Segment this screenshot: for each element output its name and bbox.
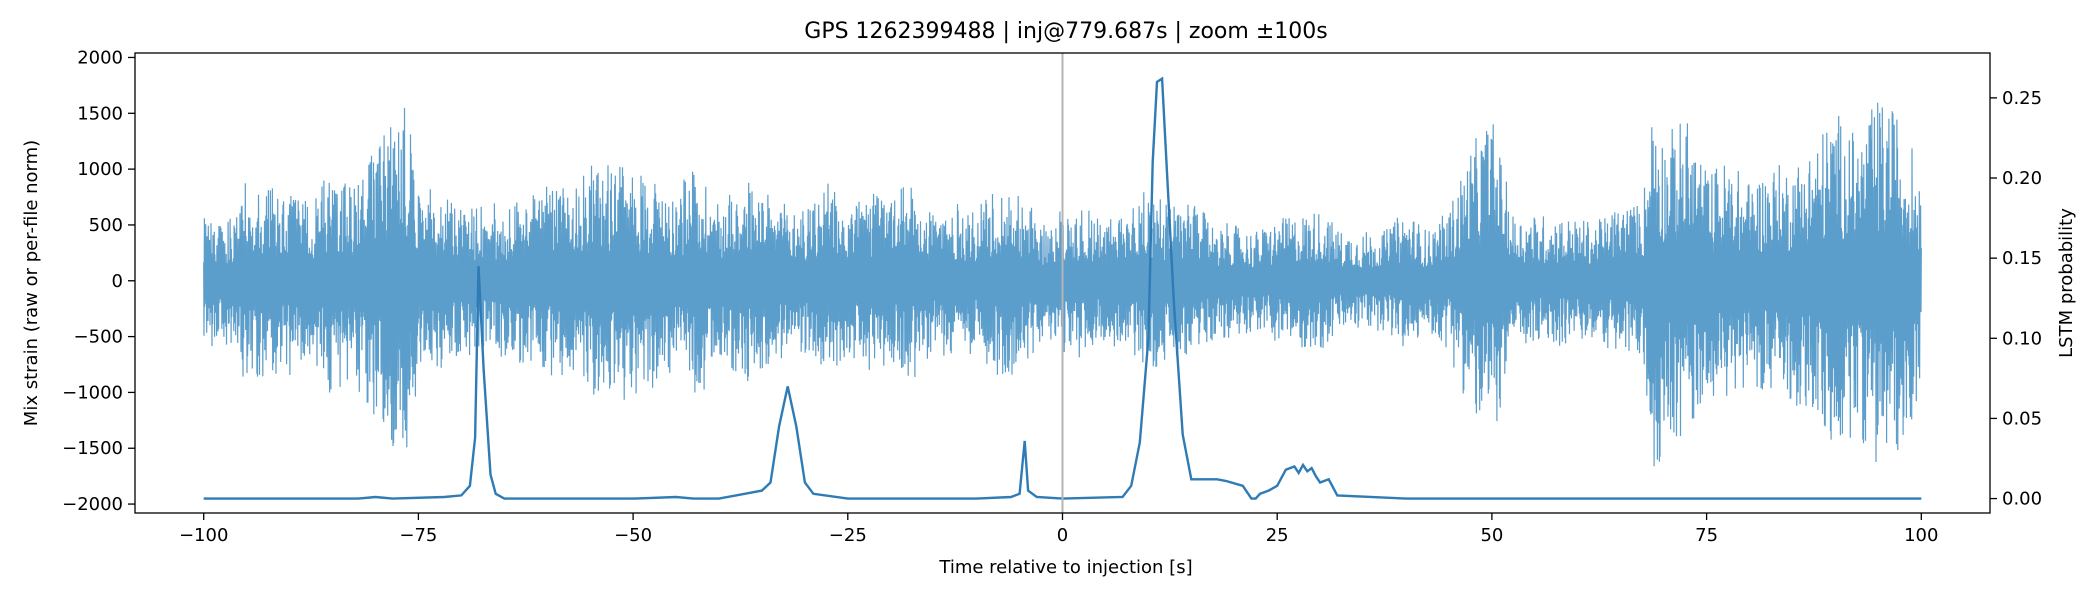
left-y-tick-label: −500 [74, 327, 123, 348]
x-tick-label: 75 [1695, 525, 1718, 546]
x-tick-label: 100 [1904, 525, 1938, 546]
left-y-tick-label: 1500 [77, 103, 123, 124]
x-tick-label: −100 [179, 525, 228, 546]
x-tick-label: −75 [399, 525, 437, 546]
x-tick-label: 50 [1480, 525, 1503, 546]
right-y-tick-label: 0.20 [2002, 168, 2042, 189]
right-y-tick-label: 0.00 [2002, 489, 2042, 510]
left-y-axis-title: Mix strain (raw or per-file norm) [21, 140, 42, 426]
x-axis-title: Time relative to injection [s] [938, 557, 1192, 578]
left-y-tick-label: −2000 [62, 494, 123, 515]
left-y-tick-label: −1500 [62, 438, 123, 459]
right-y-axis-title: LSTM probability [2056, 208, 2077, 358]
x-tick-label: −50 [614, 525, 652, 546]
left-y-tick-label: −1000 [62, 382, 123, 403]
x-tick-label: 0 [1057, 525, 1068, 546]
left-y-tick-label: 2000 [77, 47, 123, 68]
left-y-tick-label: 0 [112, 271, 123, 292]
right-y-tick-label: 0.05 [2002, 408, 2042, 429]
right-y-tick-label: 0.10 [2002, 328, 2042, 349]
right-y-tick-label: 0.25 [2002, 88, 2042, 109]
left-y-tick-label: 1000 [77, 159, 123, 180]
left-y-tick-label: 500 [89, 215, 123, 236]
right-y-tick-label: 0.15 [2002, 248, 2042, 269]
x-tick-label: −25 [829, 525, 867, 546]
axes: −100 −75 −50 −25 0 25 50 75 100 2000 1500 1000 500 0 −… [62, 47, 2042, 546]
chart-title: GPS 1262399488 | inj@779.687s | zoom ±10… [804, 19, 1327, 44]
x-tick-label: 25 [1266, 525, 1289, 546]
